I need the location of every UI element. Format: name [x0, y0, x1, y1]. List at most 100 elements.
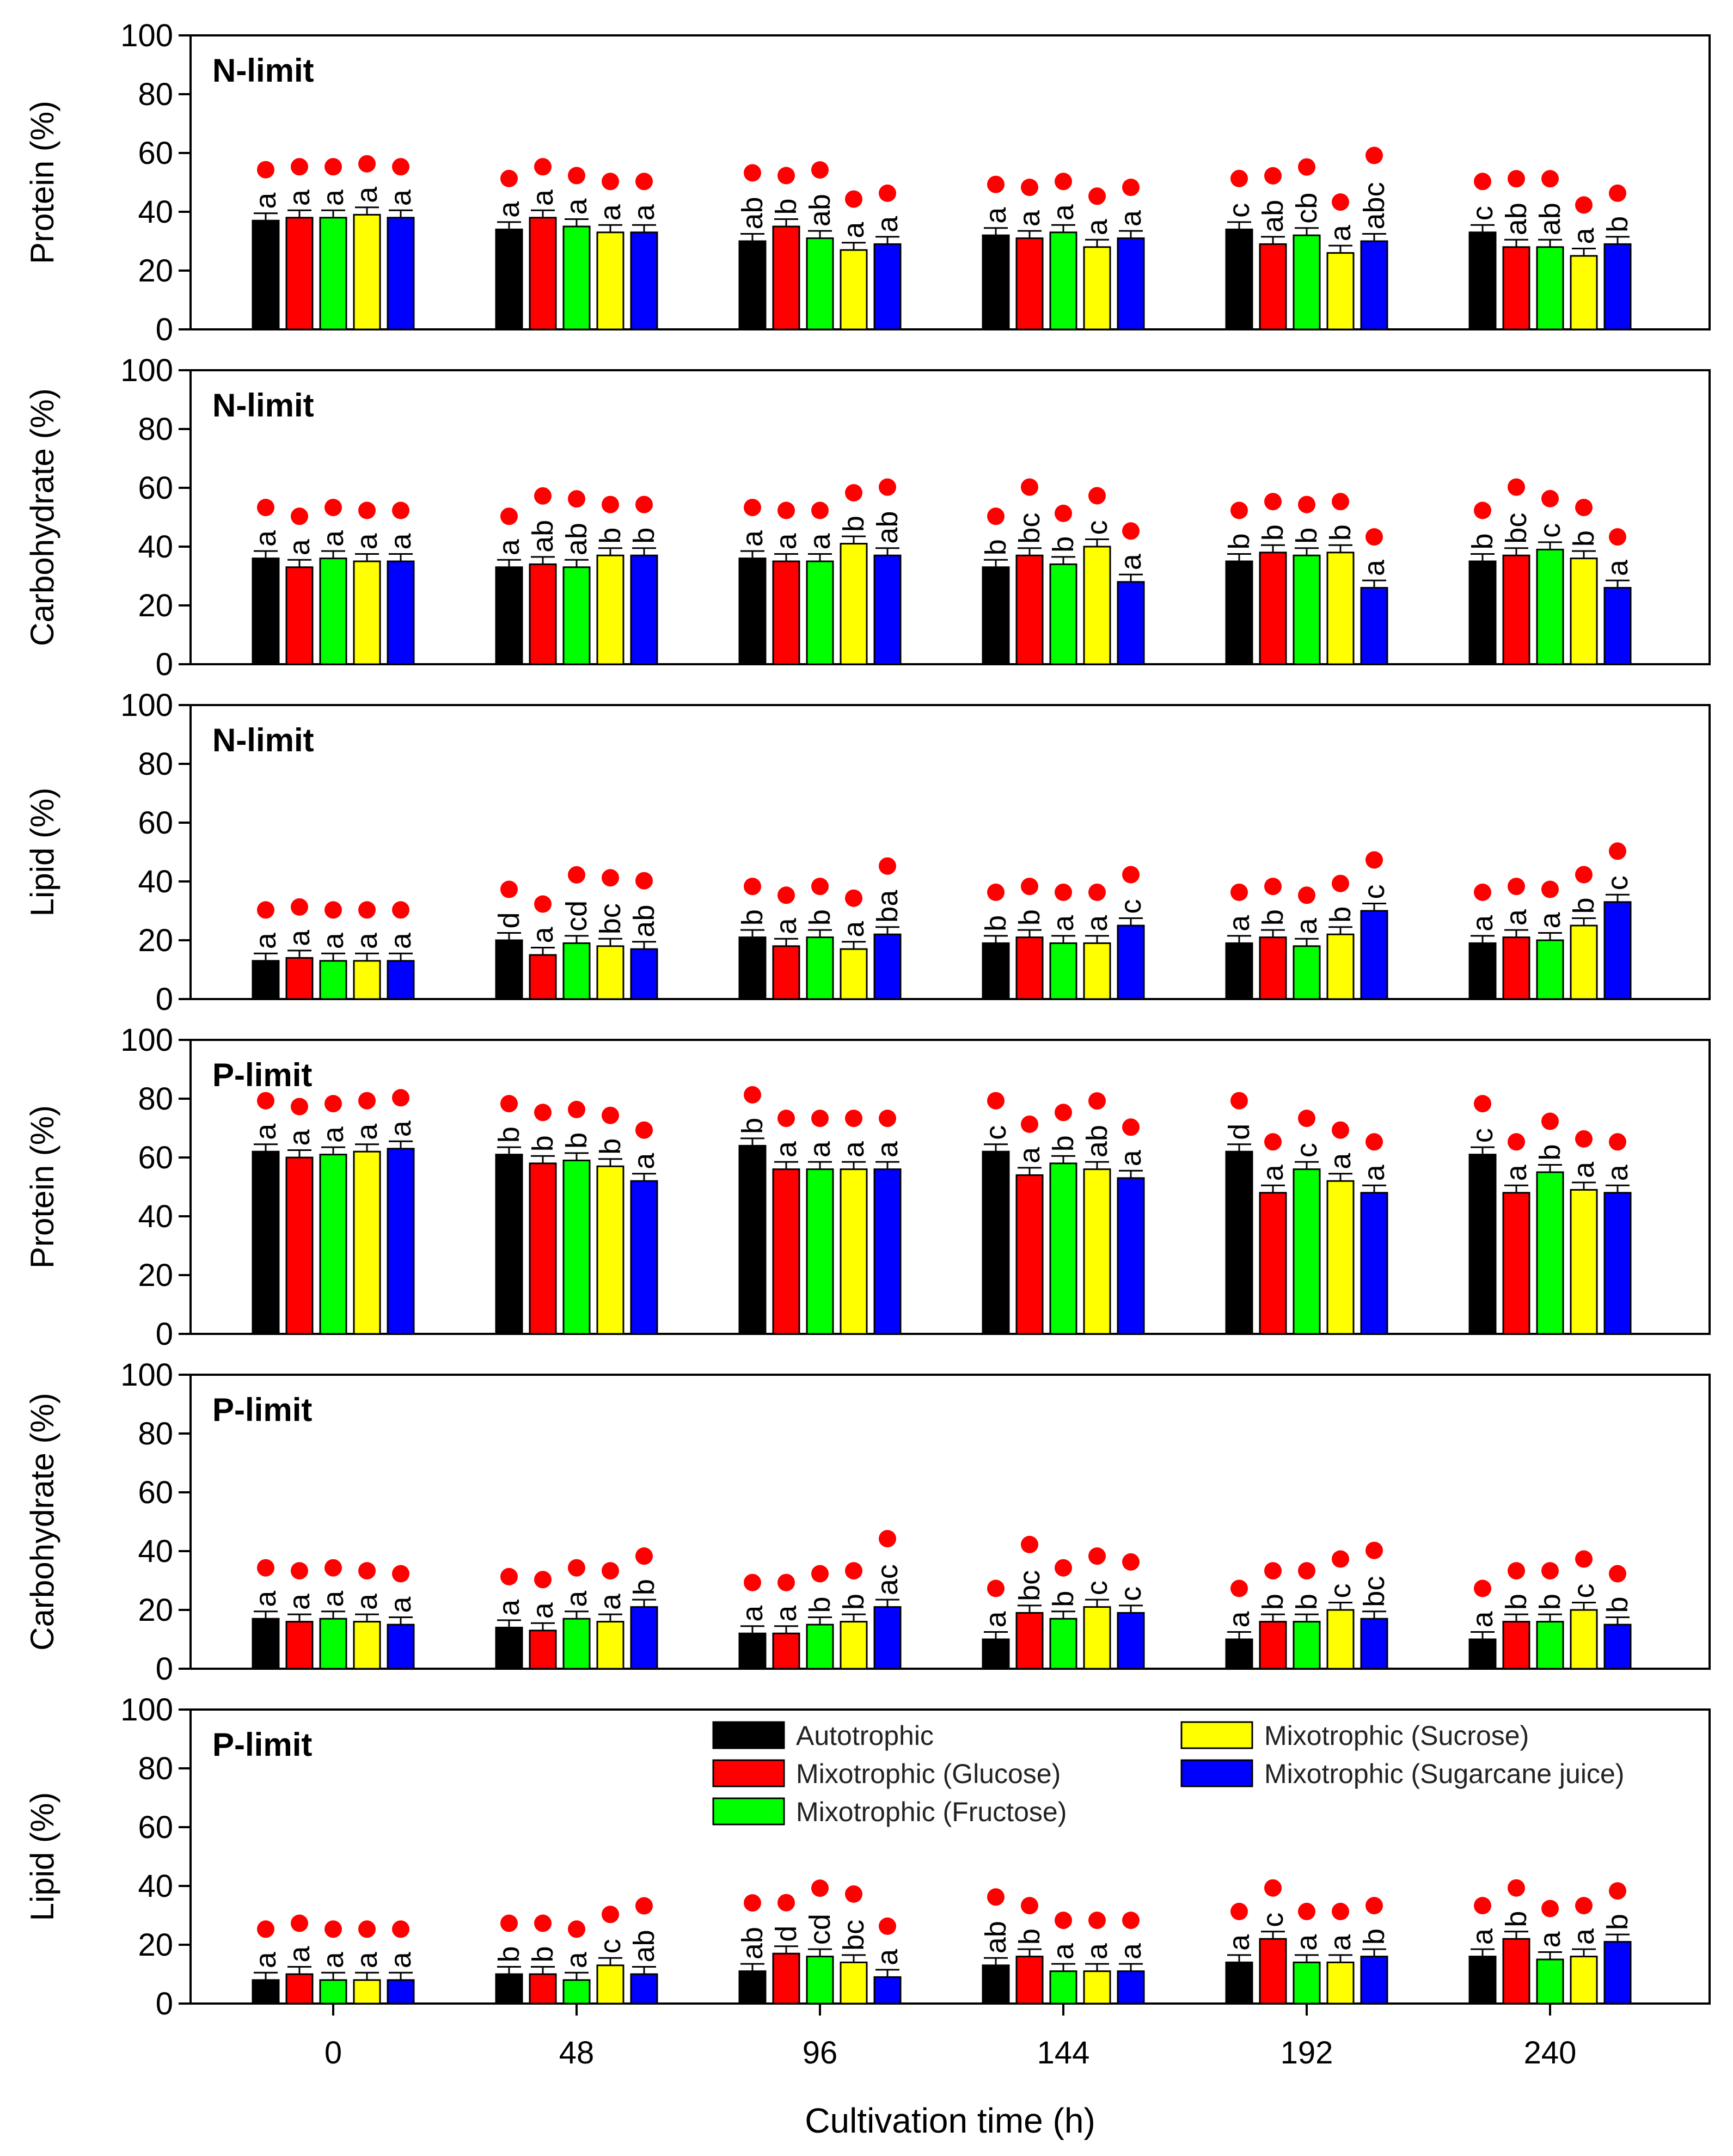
- y-axis-label: Carbohydrate (%): [24, 1393, 60, 1651]
- significance-marker: [291, 1562, 308, 1580]
- x-tick-label: 0: [324, 2035, 342, 2071]
- significance-letter: a: [804, 533, 836, 550]
- significance-marker: [1609, 1882, 1626, 1900]
- significance-marker: [845, 889, 862, 907]
- significance-letter: a: [1114, 553, 1147, 570]
- bar: [1536, 1621, 1564, 1670]
- significance-marker: [358, 501, 376, 519]
- bar: [982, 1964, 1010, 2005]
- significance-marker: [1575, 1550, 1593, 1568]
- significance-letter: b: [1047, 1135, 1080, 1152]
- bar: [1502, 1621, 1530, 1670]
- bar: [252, 1979, 280, 2005]
- y-tick-label: 40: [138, 1199, 173, 1234]
- bar: [596, 1964, 624, 2005]
- significance-letter: a: [493, 201, 525, 218]
- bar: [840, 543, 868, 665]
- bar: [806, 936, 834, 1000]
- significance-marker: [1541, 880, 1559, 898]
- significance-letter: a: [526, 189, 559, 206]
- bar: [319, 1154, 347, 1335]
- significance-marker: [358, 1092, 376, 1110]
- significance-marker: [324, 158, 342, 176]
- bar: [1360, 1956, 1388, 2005]
- y-tick-label: 20: [138, 1258, 173, 1293]
- bar: [1603, 1192, 1632, 1335]
- significance-letter: a: [283, 1946, 316, 1963]
- y-tick-label: 20: [138, 923, 173, 958]
- bar: [1015, 1956, 1044, 2005]
- bar: [840, 1621, 868, 1670]
- significance-marker: [1230, 883, 1248, 901]
- y-tick-label: 20: [138, 1927, 173, 1963]
- bar: [873, 933, 902, 1000]
- legend-swatch: [712, 1759, 785, 1787]
- bar: [840, 1961, 868, 2005]
- legend-label: Mixotrophic (Fructose): [796, 1797, 1067, 1827]
- bar: [252, 219, 280, 330]
- plot-frame: [189, 704, 1711, 1000]
- bar: [529, 217, 557, 330]
- bar: [873, 554, 902, 665]
- significance-marker: [534, 1104, 552, 1122]
- significance-letter: b: [1500, 1911, 1533, 1927]
- bar: [1117, 1612, 1145, 1670]
- bar: [873, 1606, 902, 1670]
- bar: [1293, 1621, 1321, 1670]
- significance-letter: b: [1567, 897, 1600, 914]
- significance-marker: [534, 1914, 552, 1932]
- bar: [353, 1621, 381, 1670]
- bar: [1049, 1618, 1077, 1670]
- significance-marker: [811, 1565, 829, 1583]
- significance-letter: ba: [871, 890, 904, 923]
- y-tick-label: 80: [138, 746, 173, 782]
- bar: [1536, 246, 1564, 330]
- bar: [1326, 1609, 1355, 1670]
- significance-marker: [744, 1573, 761, 1591]
- bar: [1293, 1961, 1321, 2005]
- significance-letter: a: [871, 1949, 904, 1965]
- bar: [562, 1979, 591, 2005]
- significance-marker: [987, 1888, 1005, 1906]
- significance-marker: [291, 158, 308, 176]
- bar: [1326, 1180, 1355, 1335]
- significance-letter: c: [1223, 203, 1256, 218]
- significance-letter: a: [594, 1593, 627, 1610]
- significance-marker: [845, 1562, 862, 1580]
- bar: [1360, 1618, 1388, 1670]
- bar: [495, 566, 523, 665]
- significance-letter: a: [1466, 915, 1499, 932]
- significance-marker: [500, 1567, 518, 1585]
- bar: [1083, 546, 1111, 665]
- significance-letter: cd: [804, 1914, 836, 1945]
- significance-marker: [392, 158, 409, 176]
- bar: [1015, 554, 1044, 665]
- significance-marker: [257, 161, 274, 179]
- bar: [1536, 548, 1564, 665]
- bar: [529, 1162, 557, 1335]
- significance-letter: b: [1324, 906, 1357, 923]
- significance-marker: [1264, 167, 1282, 185]
- significance-letter: cd: [560, 901, 593, 932]
- bar: [1360, 910, 1388, 1000]
- y-tick-label: 100: [120, 353, 173, 388]
- significance-letter: a: [317, 189, 350, 206]
- significance-marker: [602, 173, 619, 191]
- significance-letter: a: [628, 204, 660, 220]
- y-tick-label: 0: [156, 312, 173, 347]
- significance-letter: b: [526, 1946, 559, 1962]
- significance-letter: b: [1013, 909, 1046, 926]
- bar: [982, 1150, 1010, 1335]
- significance-marker: [291, 1914, 308, 1932]
- significance-letter: a: [1601, 1164, 1634, 1181]
- panel-label: N-limit: [212, 387, 314, 424]
- y-tick-label: 0: [156, 647, 173, 682]
- significance-marker: [1541, 1900, 1559, 1918]
- bar: [1468, 231, 1497, 330]
- significance-marker: [1230, 169, 1248, 187]
- significance-letter: bc: [1500, 513, 1533, 544]
- significance-letter: a: [249, 1951, 282, 1968]
- y-tick-label: 0: [156, 1651, 173, 1687]
- significance-letter: a: [736, 1605, 769, 1622]
